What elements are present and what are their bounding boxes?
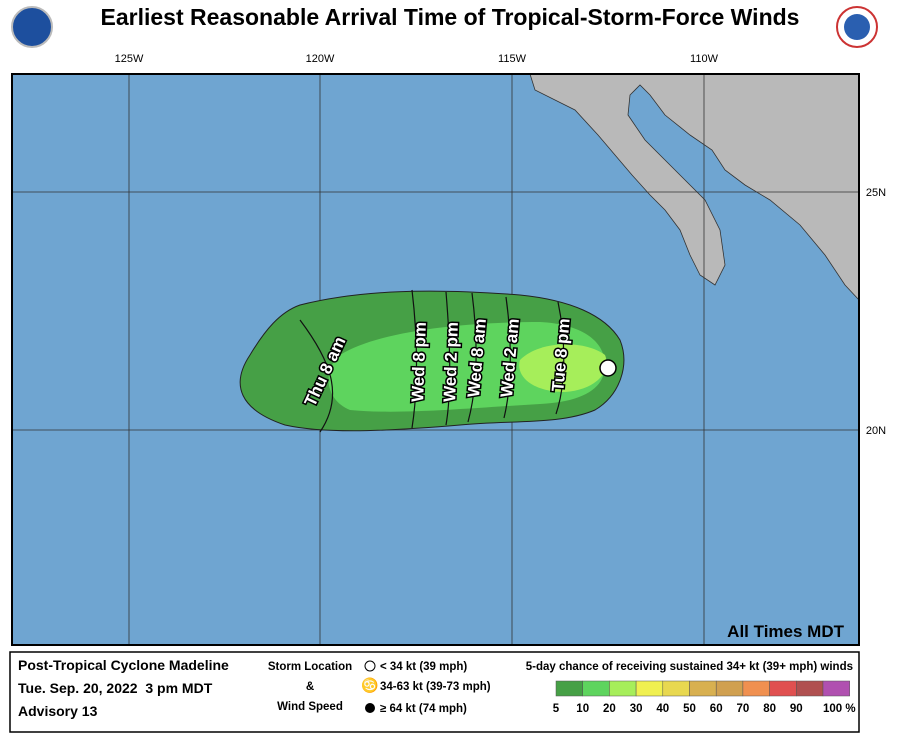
scale-swatch xyxy=(689,680,717,697)
legend-icon xyxy=(365,703,375,713)
scale-swatch xyxy=(609,680,637,697)
scale-label: 90 xyxy=(790,703,803,715)
scale-swatch xyxy=(796,680,824,697)
land xyxy=(529,73,860,302)
advisory: Advisory 13 xyxy=(18,703,98,719)
storm-location xyxy=(599,359,617,377)
lon-label: 120W xyxy=(306,53,335,65)
time-label: Wed 2 pm xyxy=(440,322,462,403)
scale-label: 5 xyxy=(553,703,560,715)
scale-label: 10 xyxy=(576,703,589,715)
storm-name: Post-Tropical Cyclone Madeline xyxy=(18,657,229,673)
swath-20 xyxy=(519,344,607,392)
legend-title: & xyxy=(306,681,314,693)
legend-title: Wind Speed xyxy=(277,701,343,713)
scale-label: 100 % xyxy=(823,703,856,715)
times-note: All Times MDT xyxy=(727,622,844,641)
advisory-time: Tue. Sep. 20, 2022 3 pm MDT xyxy=(18,680,213,696)
color-scale: 5 10 20 30 40 50 60 70 80 90 100 % xyxy=(553,680,856,715)
legend-icon: ♋ xyxy=(361,677,378,694)
nws-logo-inner xyxy=(844,14,870,40)
scale-swatch xyxy=(769,680,797,697)
scale-label: 80 xyxy=(763,703,776,715)
legend-item: 34-63 kt (39-73 mph) xyxy=(380,681,491,693)
scale-swatch xyxy=(555,680,583,697)
scale-swatch xyxy=(662,680,690,697)
map-border xyxy=(11,73,860,646)
scale-label: 40 xyxy=(656,703,669,715)
scale-swatch xyxy=(742,680,770,697)
scale-swatch xyxy=(582,680,610,697)
lon-label: 125W xyxy=(115,53,144,65)
scale-label: 70 xyxy=(737,703,750,715)
map: Thu 8 am Wed 8 pm Wed 2 pm Wed 8 am Wed … xyxy=(11,73,860,646)
scale-swatch xyxy=(715,680,744,697)
lat-label: 25N xyxy=(866,187,886,199)
scale-label: 50 xyxy=(683,703,696,715)
legend-title: Storm Location xyxy=(268,661,352,673)
lon-label: 110W xyxy=(690,53,719,65)
legend-icon xyxy=(364,660,376,672)
lat-label: 20N xyxy=(866,425,886,437)
noaa-logo xyxy=(11,6,53,48)
time-label: Wed 8 pm xyxy=(408,322,430,403)
scale-label: 30 xyxy=(630,703,643,715)
lon-label: 115W xyxy=(498,53,527,65)
scale-swatch xyxy=(635,680,664,697)
swath-10 xyxy=(328,322,605,412)
title: Earliest Reasonable Arrival Time of Trop… xyxy=(101,4,800,30)
scale-swatch xyxy=(822,680,850,697)
legend-item: ≥ 64 kt (74 mph) xyxy=(380,703,467,715)
scale-label: 20 xyxy=(603,703,616,715)
scale-title: 5-day chance of receiving sustained 34+ … xyxy=(526,661,853,673)
legend-item: < 34 kt (39 mph) xyxy=(380,661,467,673)
scale-label: 60 xyxy=(710,703,723,715)
contours xyxy=(299,289,565,433)
